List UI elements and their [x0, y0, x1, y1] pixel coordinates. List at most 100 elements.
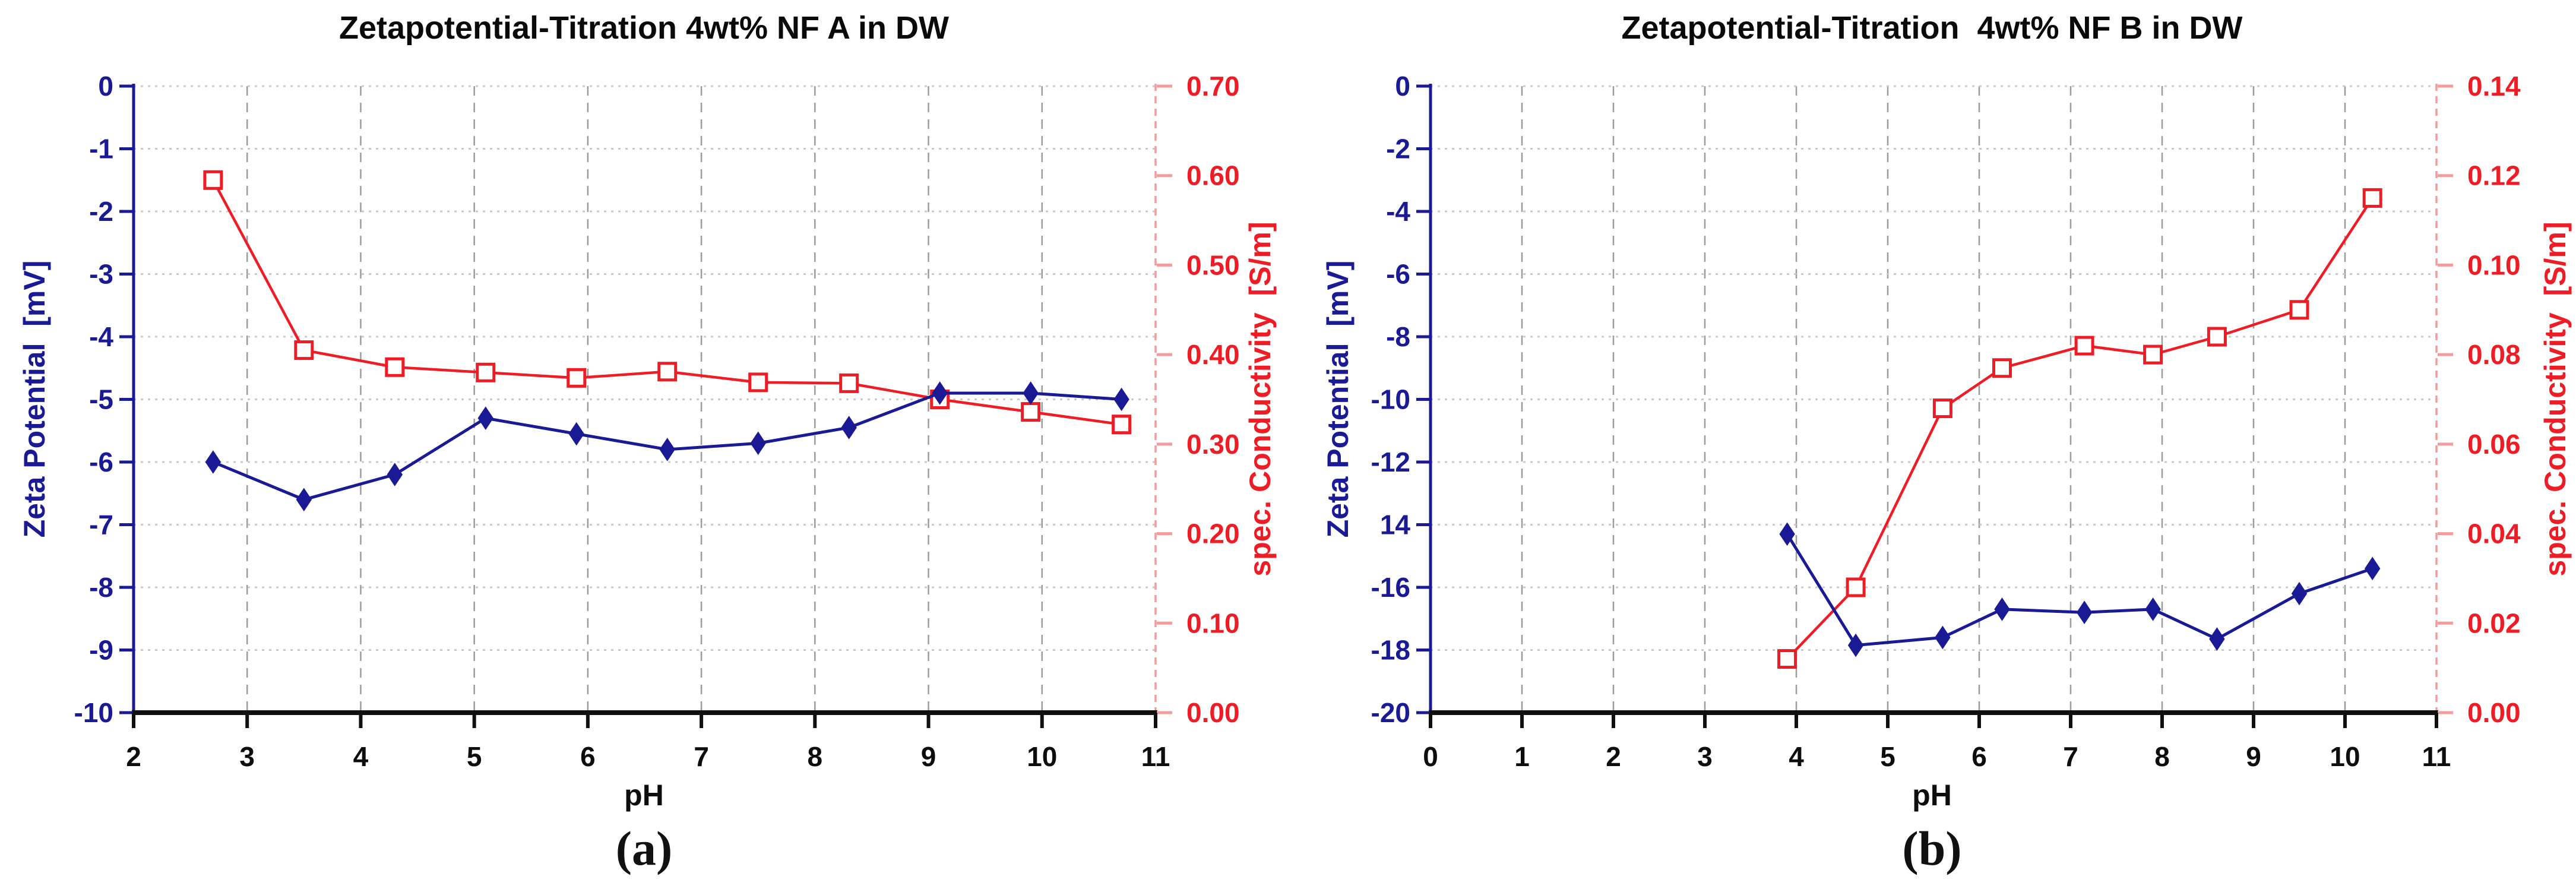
- marker-open-square: [1021, 402, 1041, 422]
- y-left-tick-label: -12: [1371, 447, 1410, 477]
- marker-open-square: [2289, 300, 2309, 320]
- y-left-tick-label: -6: [1386, 259, 1410, 290]
- chart-panel-a: 0 -1 -2 -3 -4 -5 -6 -7 -8 -9 -10 0.70 0.60 0.50 0.40 0.…: [18, 10, 1277, 875]
- x-tick-label: 9: [921, 741, 936, 772]
- marker-open-square: [1777, 649, 1797, 669]
- series-line-conductivity: [211, 179, 1122, 426]
- marker-open-square: [1992, 358, 2012, 378]
- y-right-tick-label: 0.40: [1186, 339, 1240, 370]
- x-tick-label: 1: [1514, 741, 1530, 772]
- marker-diamond: [932, 381, 948, 405]
- marker-diamond: [1935, 625, 1951, 650]
- x-axis-title-a: pH: [624, 779, 664, 812]
- x-tick-label: 7: [694, 741, 709, 772]
- chart-title-a: Zetapotential-Titration 4wt% NF A in DW: [339, 10, 949, 46]
- chart-title-b: Zetapotential-Titration 4wt% NF B in DW: [1621, 10, 2243, 46]
- y-left-tick-label: 0: [98, 71, 113, 102]
- marker-open-square: [294, 340, 314, 360]
- marker-open-square: [476, 362, 496, 382]
- x-tick-label: 11: [2422, 741, 2451, 772]
- marker-open-square: [657, 362, 678, 382]
- panel-caption-a: (a): [615, 821, 673, 875]
- y-right-tick-label: 0.04: [2467, 518, 2521, 549]
- marker-diamond: [205, 450, 221, 474]
- plot-area-a: 0 -1 -2 -3 -4 -5 -6 -7 -8 -9 -10 0.70 0.60 0.50 0.40 0.…: [74, 71, 1240, 772]
- marker-open-square: [2362, 188, 2382, 208]
- marker-diamond: [1779, 522, 1795, 546]
- y-right-tick-label: 0.20: [1186, 518, 1240, 549]
- marker-diamond: [1023, 381, 1039, 405]
- y-left-tick-label: -2: [1386, 134, 1410, 165]
- y-right-tick-label: 0.08: [2467, 339, 2521, 370]
- y-right-tick-label: 0.50: [1186, 249, 1240, 280]
- x-tick-label: 11: [1141, 741, 1170, 772]
- y-left-tick-label: -2: [89, 196, 113, 227]
- x-tick-label: 10: [2330, 741, 2360, 772]
- marker-open-square: [1846, 577, 1866, 597]
- marker-open-square: [203, 170, 223, 190]
- x-tick-label: 10: [1027, 741, 1057, 772]
- x-tick-label: 4: [353, 741, 369, 772]
- y-axis-title-zeta-b: Zeta Potential [mV]: [1321, 260, 1355, 538]
- y-right-tick-label: 0.30: [1186, 429, 1240, 460]
- marker-open-square: [1112, 415, 1132, 435]
- y-right-tick-label: 0.06: [2467, 429, 2521, 460]
- y-right-tick-label: 0.12: [2467, 160, 2521, 191]
- y-axis-title-conductivity-b: spec. Conductivity [S/m]: [2539, 222, 2572, 577]
- marker-diamond: [296, 488, 312, 512]
- marker-diamond: [750, 431, 766, 456]
- y-left-tick-label: -1: [89, 134, 113, 165]
- marker-open-square: [2143, 344, 2163, 365]
- x-tick-label: 6: [1971, 741, 1987, 772]
- marker-open-square: [1932, 398, 1952, 419]
- y-left-tick-label: -18: [1371, 635, 1410, 666]
- marker-diamond: [2364, 556, 2381, 581]
- y-left-tick-label: -7: [89, 510, 113, 540]
- x-tick-label: 5: [1880, 741, 1895, 772]
- x-tick-label: 8: [2154, 741, 2170, 772]
- y-right-tick-label: 0.10: [2467, 249, 2521, 280]
- series-line-conductivity: [1786, 197, 2374, 660]
- y-left-tick-label: -4: [1386, 196, 1410, 227]
- y-left-tick-label: -20: [1371, 697, 1410, 728]
- marker-open-square: [2207, 327, 2227, 347]
- x-axis-title-b: pH: [1912, 779, 1952, 812]
- y-left-tick-label: -9: [89, 635, 113, 666]
- plot-area-b: 0-2-4-6-8-10-1214-16-18-200.140.120.100.…: [1371, 71, 2521, 772]
- y-left-tick-label: -4: [89, 321, 113, 352]
- x-tick-label: 9: [2246, 741, 2261, 772]
- y-axis-title-zeta-a: Zeta Potential [mV]: [18, 260, 51, 538]
- y-left-tick-label: -16: [1371, 572, 1410, 603]
- marker-open-square: [2074, 336, 2094, 356]
- marker-diamond: [477, 406, 493, 430]
- marker-diamond: [2209, 627, 2225, 651]
- y-right-tick-label: 0.00: [2467, 697, 2521, 728]
- marker-diamond: [387, 463, 403, 486]
- marker-diamond: [2291, 581, 2308, 606]
- chart-panel-b: 0 -2 -4 -6 -8 -10 -12 14 -16 -18 -20 0.14 0.12 0.10 0.…: [1288, 0, 2576, 892]
- y-left-tick-label: -5: [89, 384, 113, 415]
- marker-diamond: [1994, 597, 2010, 621]
- y-right-tick-label: 0.02: [2467, 608, 2521, 638]
- x-tick-label: 8: [808, 741, 823, 772]
- y-left-tick-label: -8: [89, 572, 113, 603]
- y-right-tick-label: 0.14: [2467, 71, 2521, 102]
- y-left-tick-label: 0: [1395, 71, 1410, 102]
- y-axis-title-conductivity-a: spec. Conductivity [S/m]: [1243, 222, 1277, 577]
- marker-diamond: [568, 422, 584, 446]
- y-right-tick-label: 0.10: [1186, 608, 1240, 638]
- x-tick-label: 6: [580, 741, 596, 772]
- y-left-tick-label: -6: [89, 447, 113, 477]
- y-left-tick-label: -10: [1371, 384, 1410, 415]
- x-tick-label: 5: [467, 741, 482, 772]
- marker-open-square: [385, 357, 405, 377]
- y-left-tick-label: -3: [89, 259, 113, 290]
- y-left-tick-label: 14: [1380, 510, 1411, 540]
- marker-diamond: [841, 416, 857, 439]
- y-right-tick-label: 0.00: [1186, 697, 1240, 728]
- x-tick-label: 3: [1697, 741, 1713, 772]
- marker-diamond: [659, 438, 675, 461]
- y-right-tick-label: 0.70: [1186, 71, 1240, 102]
- y-right-tick-label: 0.60: [1186, 160, 1240, 191]
